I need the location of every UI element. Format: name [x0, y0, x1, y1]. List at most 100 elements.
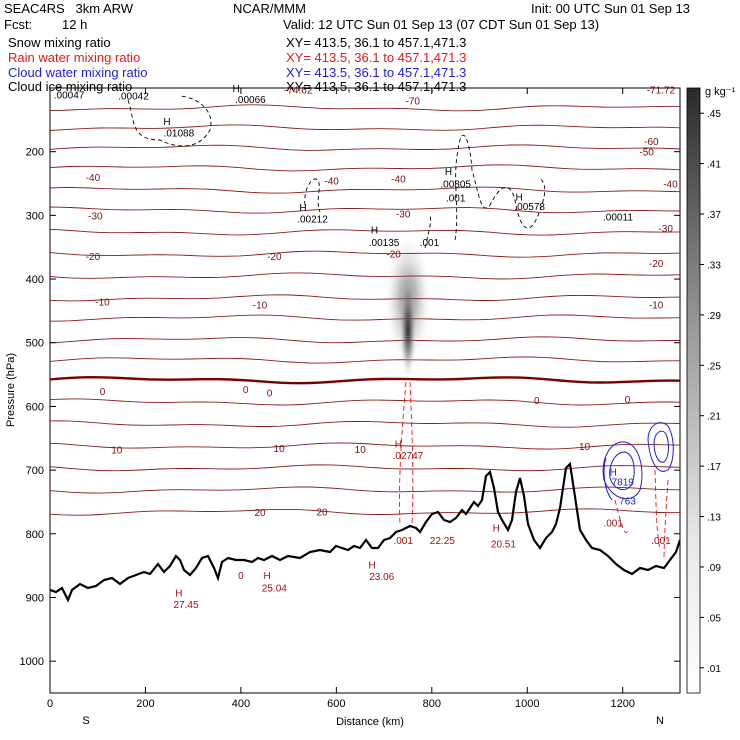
extrema-label: 7819 [612, 478, 635, 489]
isotherm-line [50, 356, 680, 364]
extrema-label: H [163, 117, 170, 128]
field-snow-name: Snow mixing ratio [8, 35, 111, 50]
temperature-label: -20 [386, 250, 401, 261]
extrema-label: .001 [393, 536, 413, 547]
temperature-label: 0 [534, 396, 540, 407]
isotherm-line [50, 104, 680, 112]
isotherm-line [50, 508, 680, 516]
extrema-label: H [369, 560, 376, 571]
y-tick-label: 300 [26, 210, 44, 222]
temperature-label: -40 [324, 176, 339, 187]
x-tick-label: 0 [47, 698, 53, 710]
temperature-label: 10 [274, 444, 286, 455]
ice-contour-4 [424, 214, 431, 249]
isotherm-line [50, 250, 680, 258]
cloud-water-contour-2 [609, 451, 635, 491]
extrema-label: H [175, 588, 182, 599]
isotherm-lines [50, 104, 680, 516]
y-tick-label: 700 [26, 465, 44, 477]
temperature-label: 0 [243, 385, 249, 396]
isotherm-line [50, 124, 680, 131]
colorbar-tick-label: .29 [707, 311, 721, 322]
plot-frame [49, 87, 681, 694]
colorbar-tick-label: .01 [707, 664, 721, 675]
extrema-label: .00135 [369, 238, 400, 249]
forecast-value: 12 h [62, 17, 88, 32]
init-time: Init: 00 UTC Sun 01 Sep 13 [531, 1, 690, 16]
isotherm-line [50, 186, 680, 194]
x-axis-title: Distance (km) [336, 716, 404, 728]
temperature-label: 0 [100, 387, 106, 398]
axes: 0 200 400 600 800 1000 12002003004005006007008… [20, 88, 680, 710]
extrema-label: H [371, 225, 378, 236]
x-end-label-south: S [82, 715, 89, 727]
isotherm-line [50, 314, 680, 322]
colorbar-tick-label: .17 [707, 462, 721, 473]
x-tick-label: 400 [232, 698, 250, 710]
temperature-label: 10 [579, 442, 591, 453]
colorbar-tick-label: .33 [707, 260, 721, 271]
y-tick-label: 800 [26, 529, 44, 541]
field-rain-xy: XY= 413.5, 36.1 to 457.1,471.3 [286, 50, 467, 65]
isotherm-line [50, 420, 680, 428]
y-axis-title: Pressure (hPa) [5, 353, 17, 427]
extrema-label: 763 [619, 497, 636, 508]
temperature-label: 10 [355, 445, 367, 456]
ice-contours [127, 95, 546, 249]
extrema-label: 25.04 [262, 583, 287, 594]
y-tick-label: 600 [26, 401, 44, 413]
rain-contour-5 [663, 479, 669, 561]
extrema-label: H [264, 571, 271, 582]
extrema-label: 0 [238, 571, 244, 582]
forecast-label: Fcst: [4, 17, 33, 32]
y-tick-label: 400 [26, 274, 44, 286]
cloud-water-contour-3 [647, 422, 674, 472]
field-cloudice-name: Cloud ice mixing ratio [8, 79, 133, 94]
x-tick-label: 600 [327, 698, 345, 710]
y-tick-label: 200 [26, 147, 44, 159]
extrema-label: H [233, 84, 240, 95]
rain-contour-1 [399, 381, 407, 526]
isotherm-line [50, 228, 680, 236]
temperature-label: -10 [95, 297, 110, 308]
colorbar-tick-label: .13 [707, 513, 721, 524]
temperature-label: -10 [649, 301, 664, 312]
y-tick-label: 900 [26, 592, 44, 604]
colorbar-tick-label: .45 [707, 109, 721, 120]
cloud-water-contours [602, 422, 674, 501]
extrema-label: H [516, 192, 523, 203]
isotherm-line [50, 164, 680, 172]
snow-shading [386, 238, 430, 378]
colorbar-tick-label: .41 [707, 160, 721, 171]
temperature-labels: -74.62 -71.72 -70 -60-50 -40 -40 -40 -40 -30 -30 -… [86, 85, 678, 519]
extrema-label: .00212 [297, 215, 328, 226]
extrema-label: 23.06 [369, 572, 394, 583]
extrema-label: .001 [446, 194, 466, 205]
model-title: SEAC4RS 3km ARW [4, 1, 134, 16]
temperature-label: -60 [644, 137, 659, 148]
temperature-label: -30 [88, 211, 103, 222]
isotherm-line [50, 206, 680, 214]
y-tick-label: 1000 [20, 656, 44, 668]
isotherm-line [50, 272, 680, 280]
temperature-label: -30 [396, 209, 411, 220]
field-cloudwater-name: Cloud water mixing ratio [8, 65, 148, 80]
extrema-label: .00066 [235, 95, 266, 106]
temperature-label: -50 [639, 148, 654, 159]
rain-contour-2 [409, 381, 414, 526]
extrema-label: .00011 [603, 213, 633, 224]
isotherm-line [50, 442, 680, 450]
temperature-label: -40 [391, 174, 406, 185]
cloud-water-contour-1 [602, 441, 643, 500]
rain-contour-4 [654, 469, 661, 551]
temperature-label: -10 [253, 301, 268, 312]
temperature-label: 20 [316, 508, 328, 519]
ice-contour-2 [304, 178, 321, 213]
temperature-label: -71.72 [647, 85, 676, 96]
extrema-label: H [493, 523, 500, 534]
temperature-label: -74.62 [284, 85, 313, 96]
isotherm-line [50, 398, 680, 406]
temperature-label: -20 [649, 259, 664, 270]
colorbar-ticks: .01 .05 .09 .13 .17 .21 .25 .29 .33 .37 .41 .45 [700, 109, 721, 675]
